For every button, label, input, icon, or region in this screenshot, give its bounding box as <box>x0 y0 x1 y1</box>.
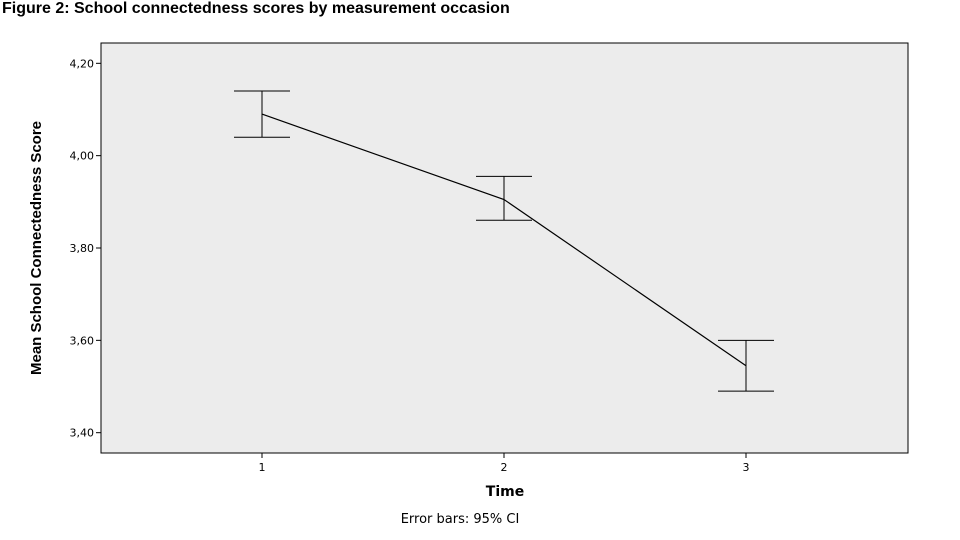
y-tick-label: 3,80 <box>70 242 95 255</box>
x-axis: 1 2 3 <box>259 453 750 474</box>
error-bar <box>234 90 290 138</box>
error-bar <box>718 339 774 392</box>
x-tick-label: 1 <box>259 461 266 474</box>
figure-title: Figure 2: School connectedness scores by… <box>2 0 510 17</box>
error-bar <box>476 175 532 221</box>
y-tick-label: 3,40 <box>70 427 95 440</box>
y-axis-title: Mean School Connectedness Score <box>28 121 45 375</box>
y-tick-label: 3,60 <box>70 334 95 347</box>
y-tick-label: 4,20 <box>70 57 95 70</box>
plot-area <box>100 42 909 454</box>
x-tick-label: 3 <box>743 461 750 474</box>
chart-marks <box>234 90 774 392</box>
x-axis-title: Time <box>486 484 524 500</box>
y-tick-label: 4,00 <box>70 150 95 163</box>
y-axis: 4,20 4,00 3,80 3,60 3,40 <box>70 57 101 440</box>
error-bars-note: Error bars: 95% CI <box>400 512 520 527</box>
x-tick-label: 2 <box>501 461 508 474</box>
